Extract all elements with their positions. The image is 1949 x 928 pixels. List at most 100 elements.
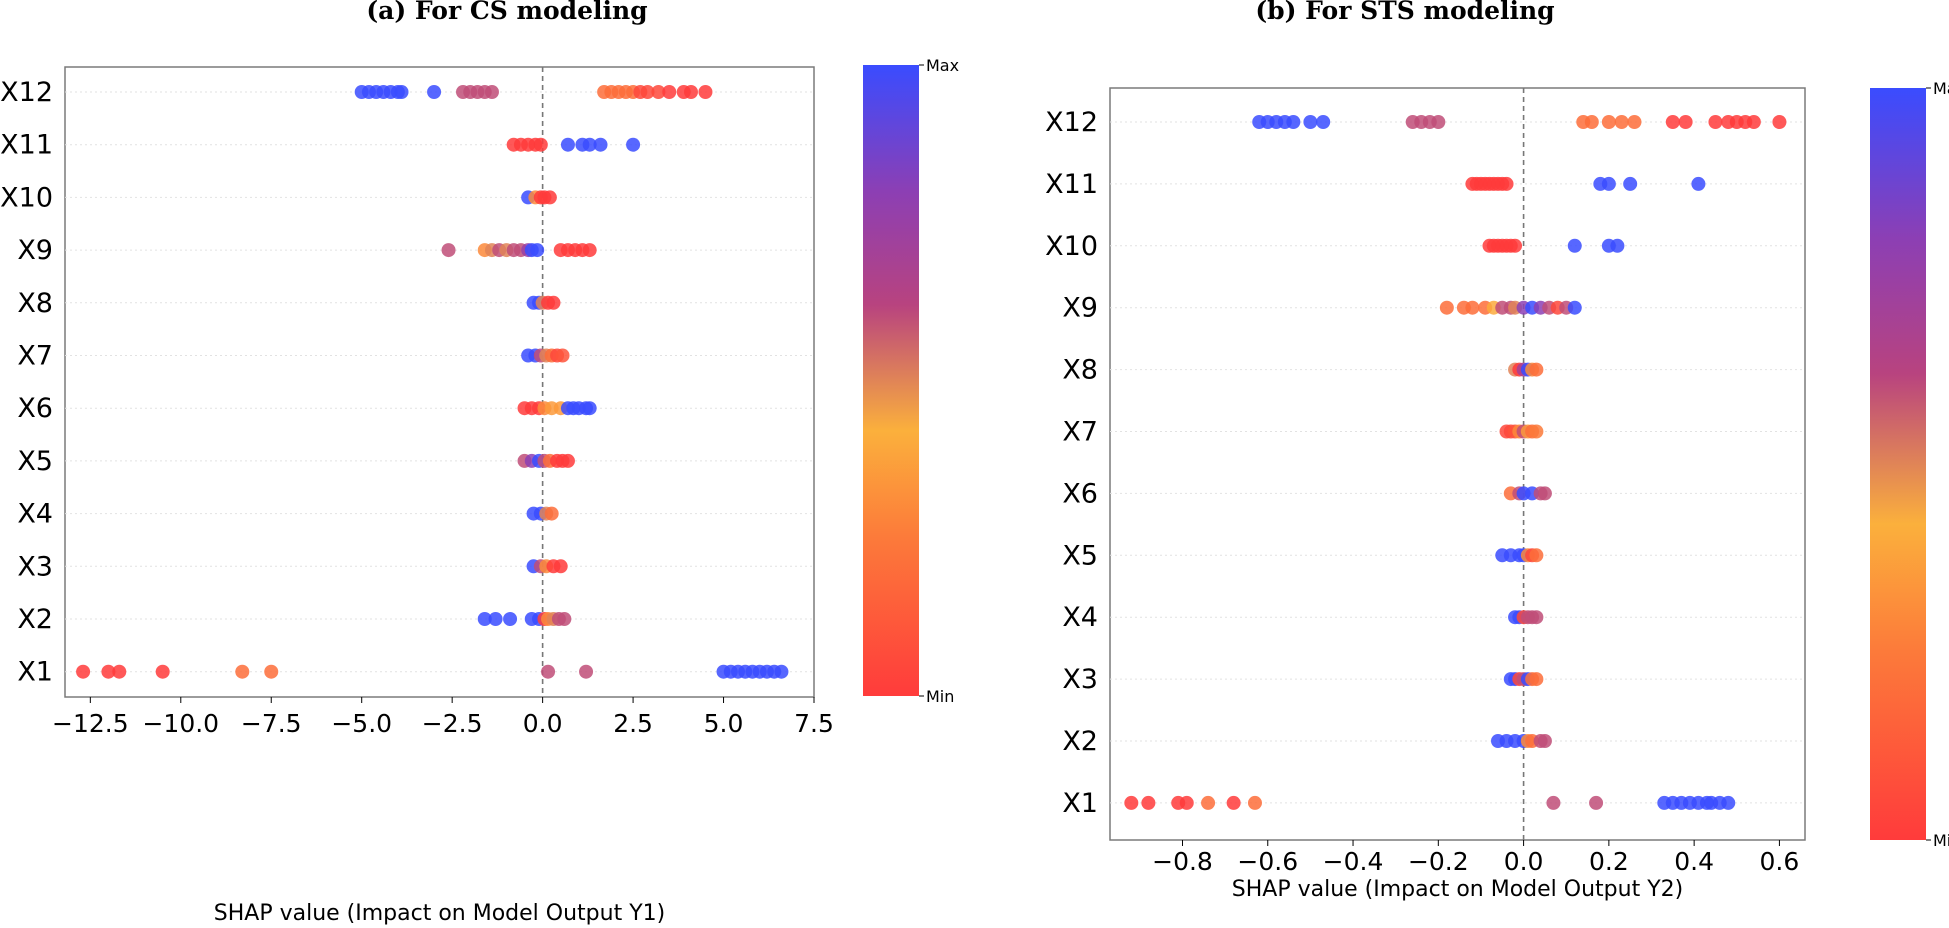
data-point	[683, 85, 698, 99]
data-point	[101, 664, 116, 679]
x-tick-label: 0.6	[1760, 847, 1800, 876]
y-tick-label: X8	[1062, 355, 1098, 386]
panel-title: (b) For STS modeling	[1255, 0, 1554, 25]
y-tick-label: X7	[17, 341, 53, 372]
x-tick-label: −0.4	[1323, 847, 1384, 876]
data-point	[533, 137, 548, 152]
data-point	[235, 664, 250, 679]
x-axis-label: SHAP value (Impact on Model Output Y1)	[214, 901, 665, 926]
x-tick-label: 7.5	[794, 709, 834, 738]
series-x3	[1503, 672, 1544, 687]
data-point	[477, 612, 492, 626]
x-tick-label: −5.0	[331, 709, 392, 738]
y-tick-label: X4	[1062, 602, 1098, 633]
data-point	[1601, 115, 1616, 129]
y-tick-label: X3	[17, 551, 53, 582]
x-tick-label: 5.0	[704, 709, 744, 738]
colorbar-max-label: Max	[926, 56, 959, 75]
data-point	[1708, 115, 1723, 129]
y-tick-label: X4	[17, 499, 53, 530]
series-x11	[1465, 176, 1706, 191]
data-point	[542, 190, 557, 205]
data-point	[1746, 115, 1761, 129]
data-point	[1499, 176, 1514, 191]
data-point	[76, 664, 91, 679]
data-point	[553, 559, 568, 574]
y-tick-label: X11	[1045, 169, 1098, 200]
series-x6	[517, 401, 597, 416]
y-tick-label: X1	[17, 657, 53, 688]
data-point	[1508, 238, 1523, 253]
series-x12	[354, 85, 713, 99]
data-point	[1529, 424, 1544, 439]
y-tick-label: X5	[17, 446, 53, 477]
data-point	[774, 664, 789, 679]
series-x8	[526, 295, 561, 310]
data-point	[394, 85, 409, 99]
data-point	[1316, 115, 1331, 129]
x-tick-label: −10.0	[142, 709, 219, 738]
shap-panel-a: (a) For CS modeling X12 X11 X10 X9 X8 X7 X6 X5 X4…	[0, 0, 959, 926]
series-x10	[1482, 238, 1625, 253]
y-tick-label: X3	[1062, 664, 1098, 695]
data-point	[1286, 115, 1301, 129]
y-tick-label: X5	[1062, 540, 1098, 571]
colorbar	[1870, 88, 1926, 840]
data-point	[546, 295, 561, 310]
data-point	[1431, 115, 1446, 129]
series-x5	[517, 453, 575, 468]
data-point	[1610, 238, 1625, 253]
data-point	[626, 137, 641, 152]
data-point	[1601, 176, 1616, 191]
x-tick-label: 0.4	[1674, 847, 1714, 876]
data-point	[1691, 176, 1706, 191]
plot-area	[64, 66, 815, 698]
x-tick-label: −0.6	[1237, 847, 1298, 876]
data-point	[1678, 115, 1693, 129]
colorbar-max-label: Max	[1933, 79, 1949, 98]
y-tick-label: X12	[1045, 107, 1098, 138]
x-tick-label: −7.5	[241, 709, 302, 738]
data-point	[1772, 115, 1787, 129]
series-x6	[1503, 486, 1552, 501]
y-tick-label: X6	[1062, 478, 1098, 509]
data-point	[441, 243, 456, 258]
y-tick-label: X12	[0, 77, 53, 108]
panel-title: (a) For CS modeling	[366, 0, 647, 25]
data-point	[1614, 115, 1629, 129]
series-x4	[526, 506, 559, 521]
data-point	[1465, 300, 1480, 315]
series-x7	[1499, 424, 1544, 439]
y-tick-label: X8	[17, 288, 53, 319]
series-x7	[521, 348, 570, 363]
y-tick-label: X11	[0, 130, 53, 161]
y-tick-label: X7	[1062, 417, 1098, 448]
data-point	[1529, 610, 1544, 625]
data-point	[1537, 486, 1552, 501]
data-point	[555, 348, 570, 363]
x-tick-label: 0.0	[523, 709, 563, 738]
data-point	[640, 85, 655, 99]
data-point	[1226, 795, 1241, 810]
data-point	[698, 85, 713, 99]
colorbar	[863, 65, 919, 696]
series-x2	[477, 612, 572, 626]
y-tick-label: X10	[0, 182, 53, 213]
data-point	[651, 85, 666, 99]
data-point	[1529, 362, 1544, 377]
data-point	[1584, 115, 1599, 129]
y-tick-label: X2	[17, 604, 53, 635]
plot-area	[1109, 87, 1806, 841]
data-point	[1124, 795, 1139, 810]
x-tick-label: −0.8	[1152, 847, 1213, 876]
data-point	[560, 137, 575, 152]
data-point	[503, 612, 518, 626]
data-point	[1665, 115, 1680, 129]
data-point	[484, 85, 499, 99]
series-x8	[1508, 362, 1544, 377]
data-point	[544, 506, 559, 521]
data-point	[1627, 115, 1642, 129]
data-point	[1439, 300, 1454, 315]
shap-panel-b: (b) For STS modeling X12 X11 X10 X9 X8 X7 X6 X5 X…	[1045, 0, 1949, 902]
